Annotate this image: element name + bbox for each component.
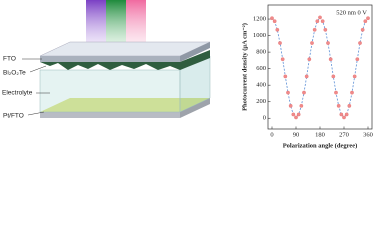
data-point <box>294 115 298 120</box>
data-point <box>272 19 277 24</box>
y-tick-label: 800 <box>256 49 266 56</box>
data-point <box>288 104 293 108</box>
data-point <box>304 74 309 79</box>
data-point <box>344 112 349 117</box>
label: FTO <box>3 56 16 63</box>
data-point <box>328 57 333 62</box>
data-point <box>318 15 322 20</box>
data-point <box>312 27 317 32</box>
light-beam <box>126 0 146 48</box>
data-point <box>366 16 370 21</box>
figure: FTO Bi₂O₂Te Electrolyte Pt/FTO 520 nm 0 … <box>2 0 373 149</box>
data-point <box>278 41 282 45</box>
data-point <box>302 90 306 95</box>
schematic: FTO Bi₂O₂Te Electrolyte Pt/FTO <box>2 0 211 120</box>
label: Bi₂O₂Te <box>3 70 26 77</box>
data-point <box>347 104 352 108</box>
y-tick-label: 600 <box>256 65 266 72</box>
page: FTO Bi₂O₂Te Electrolyte Pt/FTO 520 nm 0 … <box>2 0 373 150</box>
data-point <box>342 115 346 120</box>
x-tick-label: 90 <box>293 131 300 138</box>
data-point <box>331 74 336 79</box>
fit-line <box>271 16 369 119</box>
y-tick-label: 200 <box>256 98 266 105</box>
data-point <box>275 27 280 32</box>
light-beam <box>86 0 106 48</box>
x-tick-label: 180 <box>315 131 325 138</box>
x-tick-label: 270 <box>339 131 349 138</box>
annotation: 520 nm 0 V <box>336 9 367 16</box>
data-point <box>291 112 296 117</box>
pt-plate-side <box>180 98 210 118</box>
data-point <box>350 90 354 95</box>
y-tick-label: 1200 <box>253 16 266 23</box>
label: Electrolyte <box>2 90 33 97</box>
data-point <box>310 41 314 45</box>
bi2o2te-layer <box>40 50 210 70</box>
data-point <box>270 16 274 21</box>
data-point <box>355 57 360 62</box>
data-point <box>339 112 344 117</box>
data-point <box>323 27 328 32</box>
data-point <box>352 74 357 79</box>
fto-side <box>40 56 180 62</box>
light-beam <box>106 0 126 48</box>
data-point <box>336 104 341 108</box>
data-point <box>363 19 368 24</box>
data-point <box>320 19 325 24</box>
electrolyte <box>39 69 181 113</box>
leader <box>29 65 47 73</box>
label: Pt/FTO <box>3 113 24 120</box>
y-tick-label: 1000 <box>253 32 266 39</box>
data-point <box>360 27 365 32</box>
data-point <box>334 90 338 95</box>
x-tick-label: 360 <box>363 131 373 138</box>
data-point <box>283 74 288 79</box>
x-tick-label: 0 <box>270 131 273 138</box>
x-axis-label: Polarization angle (degree) <box>283 142 358 149</box>
fto-side <box>180 42 210 62</box>
chart: 520 nm 0 V Polarization angle (degree) P… <box>241 4 373 149</box>
data-point <box>286 90 290 95</box>
leader <box>27 111 45 116</box>
data-point <box>299 104 304 108</box>
pt-plate-side <box>40 112 180 118</box>
data-point <box>280 57 285 62</box>
y-tick-label: 0 <box>263 115 266 122</box>
data-point <box>307 57 312 62</box>
y-tick-label: 400 <box>256 82 266 89</box>
data-point <box>296 112 301 117</box>
data-point <box>358 41 362 45</box>
y-axis-label: Photocurrent density (μA cm⁻²) <box>241 23 248 111</box>
data-point <box>315 19 320 24</box>
data-point <box>326 41 330 45</box>
